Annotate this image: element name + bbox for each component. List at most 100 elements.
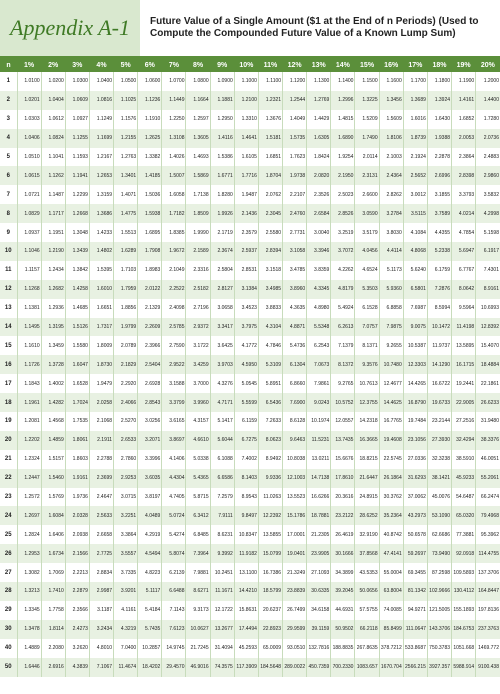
period-cell: 12 bbox=[0, 279, 17, 299]
value-cell: 3.7975 bbox=[233, 317, 259, 337]
table-row: 17 1.1843 1.4002 1.6528 1.9479 2.2920 2.6928 3.… bbox=[0, 374, 500, 394]
table-title: Future Value of a Single Amount ($1 at t… bbox=[150, 16, 479, 39]
value-cell: 1.3478 bbox=[16, 619, 42, 639]
period-cell: 29 bbox=[4, 607, 12, 614]
value-cell: 2.0820 bbox=[306, 166, 331, 186]
table-row: 10 1.1046 1.2190 1.3439 1.4802 1.6289 1.7908 1.… bbox=[0, 242, 500, 261]
value-cell: 4.1084 bbox=[402, 223, 428, 243]
value-cell: 4.0214 bbox=[451, 204, 476, 224]
value-cell: 24.8915 bbox=[354, 487, 380, 507]
value-cell: 7.1143 bbox=[161, 600, 186, 620]
value-cell: 2.5652 bbox=[402, 166, 428, 186]
value-cell: 1.7410 bbox=[40, 582, 66, 601]
value-cell: 1.5157 bbox=[40, 449, 66, 469]
value-cell: 1.2000 bbox=[475, 72, 500, 91]
period-cell: 50 bbox=[0, 657, 17, 677]
value-cell: 4.1406 bbox=[161, 449, 186, 469]
value-cell: 2.7731 bbox=[282, 223, 307, 243]
value-cell: 45.0076 bbox=[426, 487, 452, 507]
value-cell: 1.8856 bbox=[113, 298, 138, 318]
value-cell: 9.3576 bbox=[354, 355, 380, 375]
value-cell: 2.1049 bbox=[161, 260, 186, 280]
table-row: 7 1.0721 1.1487 1.2299 1.3159 1.4071 1.5036 1.6… bbox=[0, 185, 500, 205]
value-cell: 2.1924 bbox=[402, 147, 428, 167]
value-cell: 1.3605 bbox=[185, 128, 211, 148]
value-cell: 9.6463 bbox=[282, 430, 307, 450]
value-cell: 1.6734 bbox=[40, 544, 66, 564]
value-cell: 4.3635 bbox=[282, 298, 307, 318]
value-cell: 30.6335 bbox=[306, 582, 331, 601]
value-cell: 2.6658 bbox=[88, 525, 114, 545]
value-cell: 1.1157 bbox=[16, 260, 42, 280]
value-cell: 1.6851 bbox=[257, 147, 283, 167]
period-cell: 28 bbox=[0, 582, 17, 601]
value-cell: 34.6158 bbox=[306, 600, 331, 620]
value-cell: 1.9161 bbox=[64, 468, 90, 488]
value-cell: 4.4114 bbox=[378, 242, 404, 261]
value-cell: 1.2597 bbox=[185, 109, 211, 129]
header: Appendix A-1 Future Value of a Single Am… bbox=[0, 0, 500, 58]
value-cell: 4.7846 bbox=[257, 336, 283, 356]
value-cell: 22.5745 bbox=[378, 449, 404, 469]
value-cell: 2.0053 bbox=[451, 128, 476, 148]
value-cell: 1.6084 bbox=[40, 506, 66, 526]
value-cell: 19.7484 bbox=[402, 412, 428, 431]
column-header: 2% bbox=[41, 58, 66, 72]
value-cell: 1.6771 bbox=[209, 166, 235, 186]
value-cell: 13.0211 bbox=[306, 449, 331, 469]
value-cell: 11.9182 bbox=[233, 544, 259, 564]
value-cell: 6.2139 bbox=[161, 563, 186, 583]
value-cell: 16.8790 bbox=[402, 393, 428, 413]
value-cell: 5.7435 bbox=[137, 619, 162, 639]
value-cell: 1.7317 bbox=[88, 317, 114, 337]
column-header: 20% bbox=[475, 58, 500, 72]
value-cell: 6.2543 bbox=[306, 336, 331, 356]
value-cell: 3.3864 bbox=[113, 525, 138, 545]
table-row: 20 1.2202 1.4859 1.8061 2.1911 2.6533 3.2071 3.… bbox=[0, 430, 500, 450]
value-cell: 184.5648 bbox=[257, 657, 283, 677]
value-cell: 18.5799 bbox=[257, 582, 283, 601]
value-cell: 1.3439 bbox=[64, 242, 90, 261]
value-cell: 1.9487 bbox=[233, 185, 259, 205]
value-cell: 2.3966 bbox=[137, 336, 162, 356]
value-cell: 1.1900 bbox=[451, 72, 476, 91]
value-cell: 7.1379 bbox=[330, 336, 355, 356]
column-header: n bbox=[0, 58, 17, 72]
value-cell: 1.1400 bbox=[330, 72, 355, 91]
value-cell: 1.2682 bbox=[40, 279, 66, 299]
value-cell: 5.4736 bbox=[282, 336, 307, 356]
value-cell: 9.5964 bbox=[451, 298, 476, 318]
value-cell: 2.4760 bbox=[282, 204, 307, 224]
value-cell: 6.6586 bbox=[209, 468, 235, 488]
value-cell: 1.2572 bbox=[16, 487, 42, 507]
value-cell: 1.5036 bbox=[137, 185, 162, 205]
value-cell: 15.8631 bbox=[233, 600, 259, 620]
value-cell: 2.5785 bbox=[161, 317, 186, 337]
value-cell: 5.0338 bbox=[185, 449, 211, 469]
value-cell: 6.5801 bbox=[402, 279, 428, 299]
value-cell: 12.3303 bbox=[402, 355, 428, 375]
value-cell: 50.9502 bbox=[330, 619, 355, 639]
table-row: 18 1.1961 1.4282 1.7024 2.0258 2.4066 2.8543 3.… bbox=[0, 393, 500, 413]
value-cell: 1.6528 bbox=[64, 374, 90, 394]
value-cell: 7.3964 bbox=[185, 544, 211, 564]
value-cell: 1.3310 bbox=[233, 109, 259, 129]
value-cell: 5.3109 bbox=[257, 355, 283, 375]
period-cell: 9 bbox=[6, 229, 10, 236]
table-row: 26 1.2953 1.6734 2.1566 2.7725 3.5557 4.5494 5.… bbox=[0, 544, 500, 564]
value-cell: 1.4400 bbox=[475, 90, 500, 110]
value-cell: 50.0656 bbox=[354, 582, 380, 601]
value-cell: 6.7767 bbox=[451, 260, 476, 280]
value-cell: 16.7386 bbox=[257, 563, 283, 583]
value-cell: 1.6016 bbox=[402, 109, 428, 129]
table-row: 25 1.2824 1.6406 2.0938 2.6658 3.3864 4.2919 5.… bbox=[0, 525, 500, 545]
value-cell: 22.8923 bbox=[257, 619, 283, 639]
value-cell: 1.1300 bbox=[306, 72, 331, 91]
value-cell: 1.1255 bbox=[64, 128, 90, 148]
value-cell: 9.2765 bbox=[330, 374, 355, 394]
value-cell: 13.5895 bbox=[451, 336, 476, 356]
value-cell: 1.2155 bbox=[113, 128, 138, 148]
value-cell: 5.1173 bbox=[378, 260, 404, 280]
value-cell: 4.8010 bbox=[88, 638, 114, 658]
value-cell: 16.6722 bbox=[426, 374, 452, 394]
